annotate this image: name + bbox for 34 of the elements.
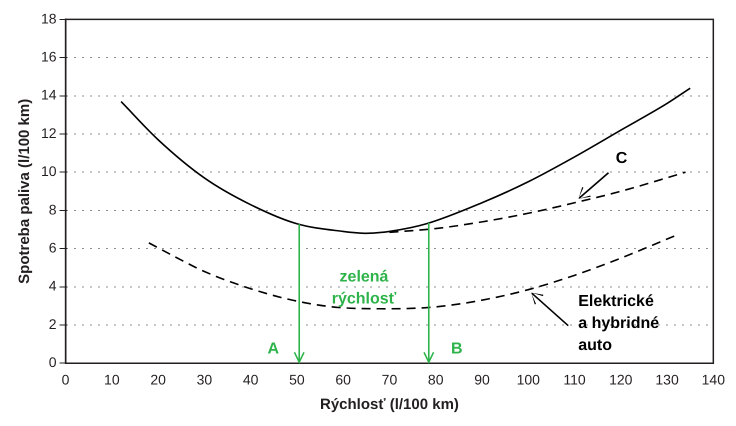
y-tick-label: 10 [40,163,57,180]
x-tick-label: 60 [335,371,352,388]
y-tick-label: 14 [40,86,57,103]
x-tick-label: 70 [382,371,398,388]
x-tick-label: 40 [242,371,259,388]
x-tick-label: 10 [104,371,120,388]
x-tick-label: 130 [655,371,679,388]
x-tick-label: 140 [702,371,726,388]
x-tick-label: 110 [563,371,586,388]
x-tick-label: 120 [609,371,633,388]
x-axis-title: Rýchlosť (l/100 km) [320,396,459,414]
x-tick-label: 0 [62,371,70,388]
y-tick-label: 6 [48,239,57,256]
y-tick-label: 2 [48,316,57,332]
x-tick-label: 80 [428,371,444,388]
x-tick-label: 30 [196,371,212,388]
x-tick-label: 20 [150,371,166,388]
x-tick-label: 90 [474,371,490,388]
y-tick-label: 18 [40,10,57,26]
annotation: B [450,340,463,358]
series-label: C [616,150,628,168]
x-tick-label: 50 [289,371,305,388]
annotation: A [267,340,280,358]
y-tick-label: 12 [40,124,57,141]
line-series [120,87,691,234]
legend-label: Elektrické a hybridné auto [578,293,660,354]
line-series [148,234,678,310]
x-tick-label: 100 [516,371,540,388]
y-axis-title: Spotreba paliva (l/100 km) [16,98,34,284]
y-tick-label: 16 [40,48,57,64]
annotation: zelená rýchlosť [332,268,397,308]
y-tick-label: 4 [48,278,57,294]
y-tick-label: 8 [48,201,57,218]
y-tick-label: 0 [48,354,57,370]
